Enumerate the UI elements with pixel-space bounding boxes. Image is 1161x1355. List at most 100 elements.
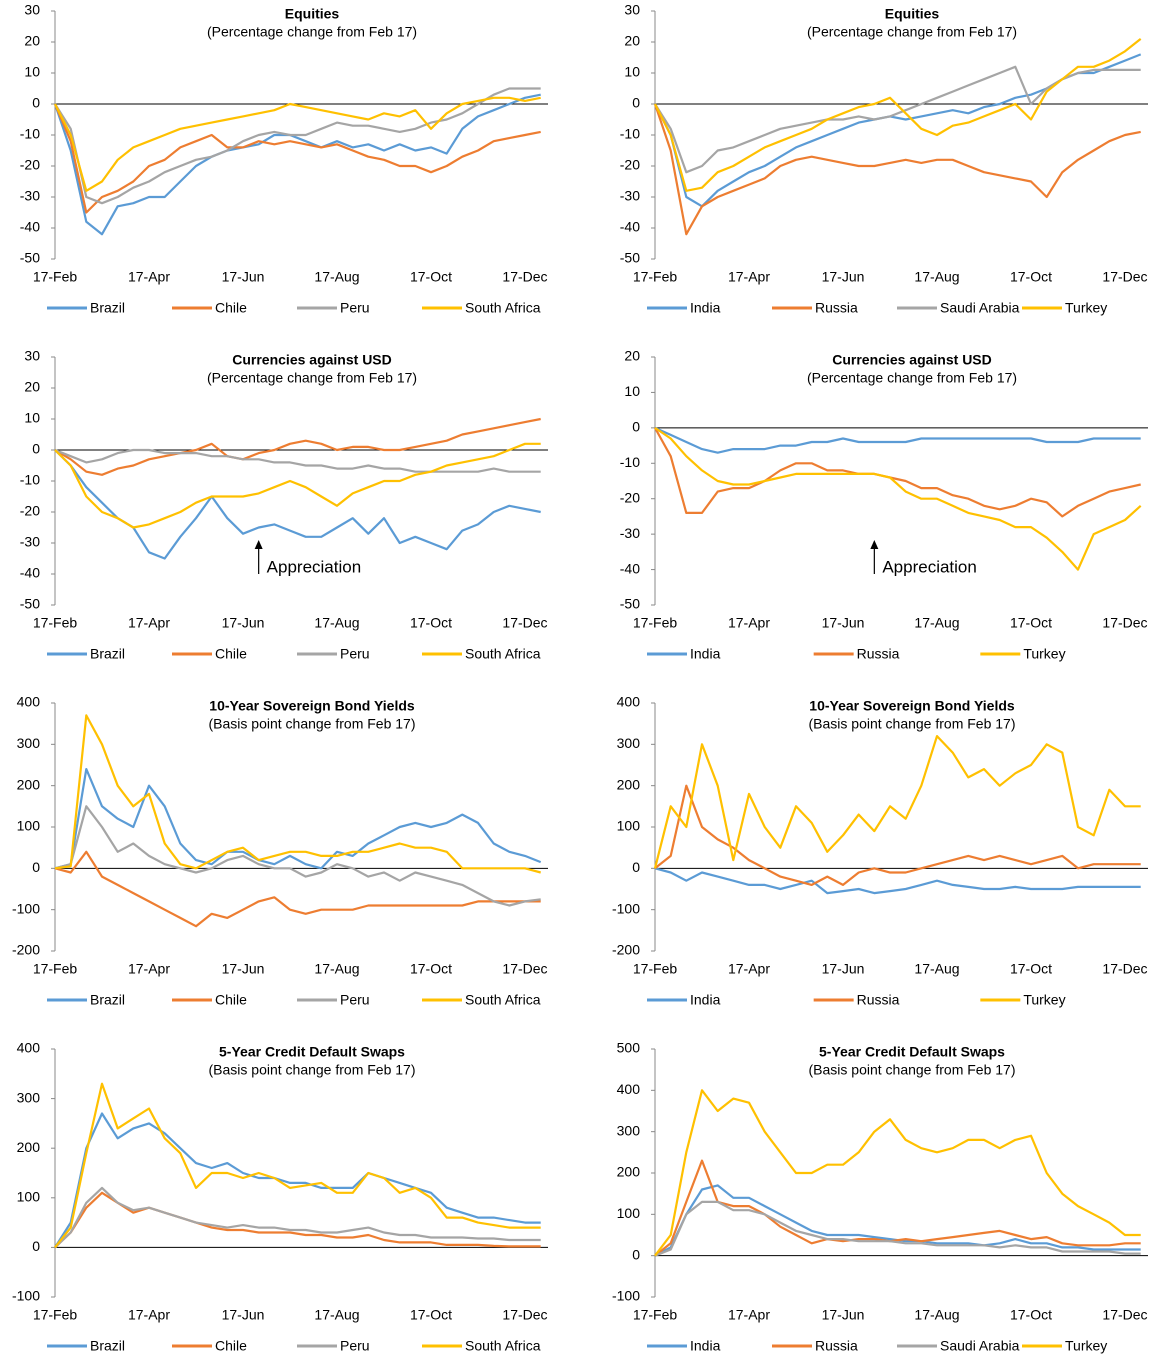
y-tick-label: 0 <box>32 441 40 457</box>
y-tick-label: -40 <box>620 560 640 576</box>
x-tick-label: 17-Jun <box>822 961 865 977</box>
y-tick-label: 400 <box>17 694 41 710</box>
chart: 10-Year Sovereign Bond Yields (Basis poin… <box>612 694 1148 1008</box>
x-tick-label: 17-Apr <box>128 269 170 285</box>
legend-label: South Africa <box>465 1338 541 1354</box>
legend-label: Russia <box>815 300 858 316</box>
x-tick-label: 17-Oct <box>410 1307 452 1323</box>
y-tick-label: -10 <box>20 126 40 142</box>
x-tick-label: 17-Feb <box>33 1307 78 1323</box>
series-line <box>54 805 541 907</box>
y-tick-label: -20 <box>20 503 40 519</box>
chart-subtitle: (Basis point change from Feb 17) <box>209 1062 416 1078</box>
series-line <box>654 426 1142 571</box>
series-line <box>653 735 1141 869</box>
x-tick-label: 17-Apr <box>128 1307 170 1323</box>
chart: Currencies against USD (Percentage change… <box>20 348 548 662</box>
chart-title: Equities <box>285 6 340 22</box>
y-tick-label: 500 <box>617 1040 641 1056</box>
legend-label: Peru <box>340 646 370 662</box>
y-tick-label: 100 <box>17 1189 41 1205</box>
y-tick-label: 20 <box>24 379 40 395</box>
legend-label: Chile <box>215 300 247 316</box>
y-tick-label: 400 <box>17 1040 41 1056</box>
series-line <box>654 1184 1141 1257</box>
y-tick-label: 300 <box>17 1089 41 1105</box>
y-tick-label: 200 <box>617 776 641 792</box>
x-tick-label: 17-Aug <box>314 961 359 977</box>
y-tick-label: 100 <box>617 818 641 834</box>
series-line <box>654 65 1141 174</box>
chart: 10-Year Sovereign Bond Yields (Basis poin… <box>12 694 548 1008</box>
chart-title: Equities <box>885 6 940 22</box>
x-tick-label: 17-Aug <box>914 1307 959 1323</box>
y-tick-label: 200 <box>17 1139 41 1155</box>
x-tick-label: 17-Dec <box>502 961 547 977</box>
legend-label: South Africa <box>465 300 541 316</box>
series-line <box>654 426 1141 454</box>
y-tick-label: 30 <box>624 2 640 18</box>
legend-label: India <box>690 1338 721 1354</box>
x-tick-label: 17-Feb <box>33 615 78 631</box>
x-tick-label: 17-Aug <box>314 1307 359 1323</box>
y-tick-label: 0 <box>632 95 640 111</box>
x-tick-label: 17-Feb <box>33 961 78 977</box>
chart-subtitle: (Percentage change from Feb 17) <box>207 24 417 40</box>
chart: Equities (Percentage change from Feb 17) -… <box>20 2 548 316</box>
y-tick-label: -50 <box>620 596 640 612</box>
y-tick-label: 300 <box>617 1122 641 1138</box>
annotation-arrowhead <box>254 540 263 549</box>
legend-label: Saudi Arabia <box>940 300 1020 316</box>
x-tick-label: 17-Feb <box>633 961 678 977</box>
y-tick-label: -40 <box>20 565 40 581</box>
x-tick-label: 17-Feb <box>633 269 678 285</box>
legend-label: Turkey <box>1065 1338 1107 1354</box>
x-tick-label: 17-Oct <box>1010 615 1052 631</box>
y-tick-label: -20 <box>620 157 640 173</box>
y-tick-label: -30 <box>20 534 40 550</box>
y-tick-label: -50 <box>620 250 640 266</box>
legend-label: Russia <box>815 1338 858 1354</box>
y-tick-label: 20 <box>624 33 640 49</box>
chart-title: 10-Year Sovereign Bond Yields <box>209 698 415 714</box>
chart-title: Currencies against USD <box>832 352 992 368</box>
y-tick-label: 30 <box>24 348 40 364</box>
y-tick-label: 10 <box>24 410 40 426</box>
legend-label: Saudi Arabia <box>940 1338 1020 1354</box>
legend-label: Turkey <box>1023 992 1065 1008</box>
x-tick-label: 17-Oct <box>410 961 452 977</box>
x-tick-label: 17-Dec <box>1102 1307 1147 1323</box>
legend-label: Brazil <box>90 646 125 662</box>
y-tick-label: 10 <box>624 64 640 80</box>
y-tick-label: 400 <box>617 1081 641 1097</box>
y-tick-label: -100 <box>612 1288 640 1304</box>
series-line <box>54 449 541 560</box>
y-tick-label: 0 <box>32 859 40 875</box>
x-tick-label: 17-Feb <box>33 269 78 285</box>
x-tick-label: 17-Apr <box>728 269 770 285</box>
chart-title: 5-Year Credit Default Swaps <box>219 1044 405 1060</box>
y-tick-label: -10 <box>620 454 640 470</box>
legend-label: Chile <box>215 992 247 1008</box>
chart: Equities (Percentage change from Feb 17) -… <box>620 2 1148 316</box>
x-tick-label: 17-Aug <box>914 961 959 977</box>
chart: Currencies against USD (Percentage change… <box>620 348 1148 662</box>
x-tick-label: 17-Apr <box>728 615 770 631</box>
x-tick-label: 17-Oct <box>1010 269 1052 285</box>
series-line <box>54 417 541 476</box>
chart-subtitle: (Percentage change from Feb 17) <box>807 370 1017 386</box>
chart-subtitle: (Basis point change from Feb 17) <box>809 1062 1016 1078</box>
series-line <box>654 1089 1141 1257</box>
y-tick-label: -200 <box>12 942 40 958</box>
y-tick-label: -30 <box>620 188 640 204</box>
series-line <box>654 1200 1141 1257</box>
y-tick-label: -20 <box>620 489 640 505</box>
y-tick-label: -100 <box>12 900 40 916</box>
y-tick-label: 400 <box>617 694 641 710</box>
x-tick-label: 17-Oct <box>410 615 452 631</box>
x-tick-label: 17-Dec <box>1102 961 1147 977</box>
y-tick-label: 10 <box>24 64 40 80</box>
series-line <box>53 103 541 214</box>
legend-label: Brazil <box>90 992 125 1008</box>
